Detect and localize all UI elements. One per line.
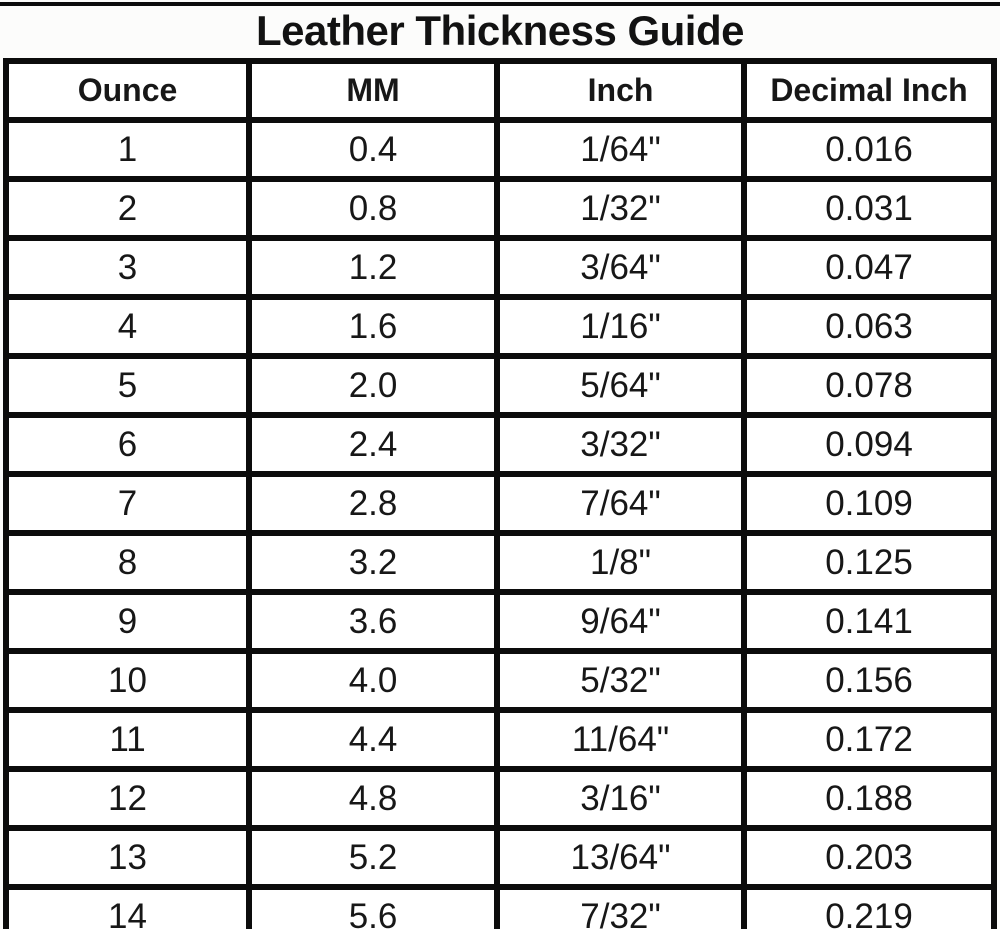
decimal-inch-cell: 0.094 [741, 412, 997, 477]
decimal-inch-cell: 0.078 [741, 353, 997, 418]
inch-cell: 3/64" [494, 235, 748, 300]
decimal-inch-cell: 0.047 [741, 235, 997, 300]
table-row: 5 2.0 5/64" 0.078 [2, 353, 997, 418]
table-row: 4 1.6 1/16" 0.063 [2, 294, 997, 359]
mm-cell: 3.6 [246, 589, 501, 654]
ounce-cell: 11 [2, 707, 253, 772]
page-title: Leather Thickness Guide [256, 7, 745, 54]
ounce-cell: 5 [2, 353, 253, 418]
table-row: 9 3.6 9/64" 0.141 [2, 589, 997, 654]
ounce-cell: 8 [2, 530, 253, 595]
inch-cell: 5/32" [494, 648, 748, 713]
table-row: 10 4.0 5/32" 0.156 [2, 648, 997, 713]
ounce-cell: 12 [2, 766, 253, 831]
ounce-cell: 6 [2, 412, 253, 477]
ounce-cell: 10 [2, 648, 253, 713]
mm-cell: 4.0 [246, 648, 501, 713]
decimal-inch-cell: 0.156 [741, 648, 997, 713]
inch-cell: 7/32" [494, 884, 748, 929]
ounce-cell: 13 [2, 825, 253, 890]
inch-cell: 3/16" [494, 766, 748, 831]
ounce-cell: 14 [2, 884, 253, 929]
column-header-inch: Inch [494, 58, 748, 123]
inch-cell: 1/8" [494, 530, 748, 595]
inch-cell: 13/64" [494, 825, 748, 890]
table-row: 2 0.8 1/32" 0.031 [2, 176, 997, 241]
table-row: 8 3.2 1/8" 0.125 [2, 530, 997, 595]
table-row: 13 5.2 13/64" 0.203 [2, 825, 997, 890]
inch-cell: 3/32" [494, 412, 748, 477]
top-divider-rule [0, 2, 1000, 6]
table-row: 7 2.8 7/64" 0.109 [2, 471, 997, 536]
decimal-inch-cell: 0.125 [741, 530, 997, 595]
decimal-inch-cell: 0.188 [741, 766, 997, 831]
inch-cell: 1/32" [494, 176, 748, 241]
table-row: 12 4.8 3/16" 0.188 [2, 766, 997, 831]
decimal-inch-cell: 0.141 [741, 589, 997, 654]
table-row: 1 0.4 1/64" 0.016 [2, 117, 997, 182]
mm-cell: 2.4 [246, 412, 501, 477]
title-band: Leather Thickness Guide [0, 0, 1000, 58]
mm-cell: 0.8 [246, 176, 501, 241]
ounce-cell: 3 [2, 235, 253, 300]
mm-cell: 3.2 [246, 530, 501, 595]
inch-cell: 1/16" [494, 294, 748, 359]
mm-cell: 2.0 [246, 353, 501, 418]
mm-cell: 2.8 [246, 471, 501, 536]
decimal-inch-cell: 0.063 [741, 294, 997, 359]
mm-cell: 0.4 [246, 117, 501, 182]
mm-cell: 5.6 [246, 884, 501, 929]
mm-cell: 4.4 [246, 707, 501, 772]
column-header-ounce: Ounce [2, 58, 253, 123]
mm-cell: 1.2 [246, 235, 501, 300]
thickness-table: Ounce MM Inch Decimal Inch 1 0.4 1/64" 0… [2, 58, 997, 929]
mm-cell: 1.6 [246, 294, 501, 359]
ounce-cell: 9 [2, 589, 253, 654]
inch-cell: 11/64" [494, 707, 748, 772]
column-header-decimal-inch: Decimal Inch [741, 58, 997, 123]
ounce-cell: 7 [2, 471, 253, 536]
table-row: 6 2.4 3/32" 0.094 [2, 412, 997, 477]
mm-cell: 4.8 [246, 766, 501, 831]
inch-cell: 7/64" [494, 471, 748, 536]
table-row: 11 4.4 11/64" 0.172 [2, 707, 997, 772]
table-row: 3 1.2 3/64" 0.047 [2, 235, 997, 300]
decimal-inch-cell: 0.219 [741, 884, 997, 929]
decimal-inch-cell: 0.172 [741, 707, 997, 772]
ounce-cell: 2 [2, 176, 253, 241]
mm-cell: 5.2 [246, 825, 501, 890]
table-header-row: Ounce MM Inch Decimal Inch [2, 58, 997, 123]
table-row: 14 5.6 7/32" 0.219 [2, 884, 997, 929]
decimal-inch-cell: 0.109 [741, 471, 997, 536]
decimal-inch-cell: 0.031 [741, 176, 997, 241]
decimal-inch-cell: 0.016 [741, 117, 997, 182]
inch-cell: 5/64" [494, 353, 748, 418]
decimal-inch-cell: 0.203 [741, 825, 997, 890]
ounce-cell: 4 [2, 294, 253, 359]
ounce-cell: 1 [2, 117, 253, 182]
inch-cell: 1/64" [494, 117, 748, 182]
inch-cell: 9/64" [494, 589, 748, 654]
column-header-mm: MM [246, 58, 501, 123]
